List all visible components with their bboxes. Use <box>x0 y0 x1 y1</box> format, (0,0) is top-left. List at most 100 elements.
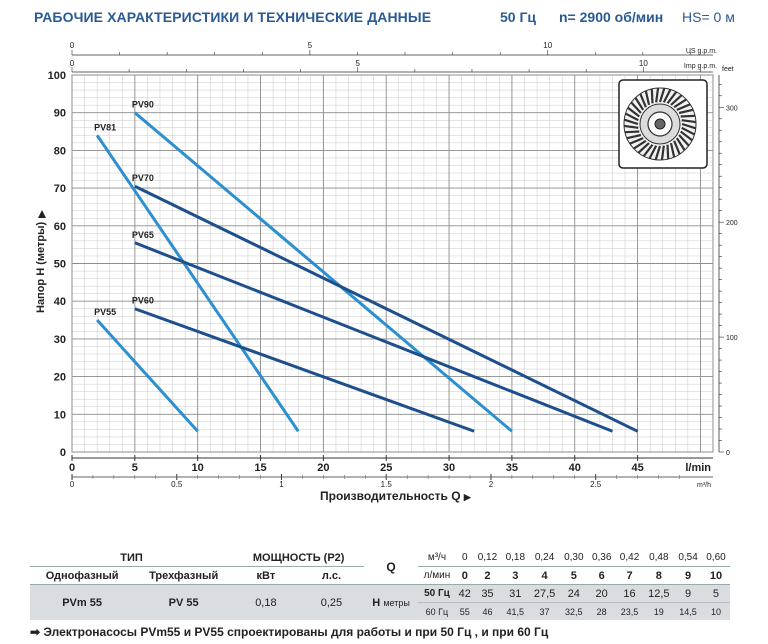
h60-cell: 55 <box>459 606 470 617</box>
q-m3-cell: 0,24 <box>529 549 560 567</box>
q-header: Q <box>364 549 418 585</box>
spec-table: ТИП МОЩНОСТЬ (P2) Q м³/ч 0 0,12 0,18 0,2… <box>30 549 730 620</box>
m3h-tick-label: 0 <box>70 480 75 489</box>
y-tick-label: 10 <box>54 409 66 421</box>
q-m3-cell: 0,60 <box>701 549 730 567</box>
y-tick-label: 20 <box>54 372 66 384</box>
impeller-vane <box>623 124 639 129</box>
y-tick-label: 30 <box>54 334 66 346</box>
h60-cell: 46 <box>482 606 493 617</box>
us-gpm-tick-label: 10 <box>543 41 552 50</box>
q-lmin-cell: 7 <box>615 566 644 585</box>
impeller-vane <box>666 144 670 160</box>
q-lmin-cell: 3 <box>501 566 530 585</box>
model-three: PV 55 <box>168 596 199 609</box>
hz60-label: 60 Гц <box>425 606 449 617</box>
impeller-vane <box>627 106 640 118</box>
impeller-vane <box>642 144 654 157</box>
impeller-vane <box>650 88 654 104</box>
h50-cell: 27,5 <box>533 587 556 600</box>
m3h-tick-label: 1.5 <box>381 480 393 489</box>
curve-label-pv81: PV81 <box>94 122 116 132</box>
impeller-vane <box>660 145 665 161</box>
footnote: ➡ Электронасосы PVm55 и PV55 спроектиров… <box>30 625 549 639</box>
curve-pv60 <box>134 307 475 433</box>
q-lmin-cell: 0 <box>455 566 474 585</box>
y-tick-label: 0 <box>60 447 66 459</box>
x-tick-label: 15 <box>254 462 266 474</box>
q-lmin-cell: 5 <box>559 566 588 585</box>
x-tick-label: 40 <box>569 462 581 474</box>
curve-pv70 <box>134 184 639 433</box>
kw-header: кВт <box>233 566 299 585</box>
speed-label: n= 2900 об/мин <box>559 9 664 25</box>
impeller-vane <box>681 122 697 130</box>
h60-cell: 28 <box>596 606 607 617</box>
frequency-label: 50 Гц <box>500 9 537 25</box>
imp-gpm-unit-label: Imp g.p.m. <box>684 63 717 70</box>
curve-pv81 <box>95 134 300 433</box>
h50-cell: 31 <box>509 587 522 600</box>
x-axis-title: Производительность Q ▶ <box>320 489 471 503</box>
q-m3-cell: 0,54 <box>674 549 702 567</box>
h50-cell: 24 <box>567 587 580 600</box>
impeller-vane <box>655 87 660 103</box>
us-gpm-unit-label: US g.p.m. <box>686 48 717 55</box>
curve-pv55 <box>96 319 199 433</box>
q-m3-cell: 0,42 <box>615 549 644 567</box>
impeller-vane <box>678 108 694 115</box>
impeller-vane <box>676 103 691 111</box>
feet-tick-label: 100 <box>726 335 738 342</box>
hp-header: л.с. <box>298 566 365 585</box>
type-header: ТИП <box>30 549 234 567</box>
q-lmin-cell: 9 <box>674 566 702 585</box>
h50-cell: 5 <box>712 587 720 600</box>
impeller-vane <box>625 112 639 122</box>
impeller-vane <box>626 133 642 140</box>
x-tick-label: 5 <box>132 462 138 474</box>
impeller-vane <box>675 137 686 151</box>
impeller-vane <box>639 93 647 108</box>
impeller-vane <box>669 142 676 158</box>
h50-cell: 9 <box>684 587 692 600</box>
single-phase-header: Однофазный <box>30 566 135 585</box>
y-tick-label: 90 <box>54 108 66 120</box>
curve-label-pv90: PV90 <box>132 100 154 110</box>
q-unit-lmin: л/мин <box>417 566 456 585</box>
x-tick-label: 20 <box>317 462 329 474</box>
x-tick-label: 30 <box>443 462 455 474</box>
y-tick-label: 60 <box>54 221 66 233</box>
x-tick-label: 10 <box>192 462 204 474</box>
y-tick-label: 40 <box>54 296 66 308</box>
curve-label-pv65: PV65 <box>132 230 154 240</box>
x-tick-label: 35 <box>506 462 518 474</box>
m3h-tick-label: 2 <box>489 480 494 489</box>
q-m3-cell: 0,30 <box>559 549 588 567</box>
x-tick-label: 0 <box>69 462 75 474</box>
feet-tick-label: 300 <box>726 105 738 112</box>
three-phase-header: Трехфазный <box>134 566 234 585</box>
q-m3-cell: 0,36 <box>587 549 616 567</box>
h60-cell: 23,5 <box>620 606 639 617</box>
x-tick-label: 25 <box>380 462 392 474</box>
impeller-vane <box>678 134 690 147</box>
feet-tick-label: 200 <box>726 220 738 227</box>
imp-gpm-tick-label: 10 <box>639 59 648 68</box>
imp-gpm-tick-label: 5 <box>355 59 360 68</box>
q-m3-cell: 0 <box>455 549 474 567</box>
q-m3-cell: 0,18 <box>501 549 530 567</box>
impeller-vane <box>680 114 696 118</box>
impeller-vane <box>623 118 639 126</box>
impeller-vane <box>630 101 642 114</box>
x-unit-label: l/min <box>685 462 711 474</box>
h50-cell: 16 <box>623 587 636 600</box>
power-header: МОЩНОСТЬ (P2) <box>233 549 365 567</box>
suction-height-label: HS= 0 м <box>682 9 735 25</box>
q-m3-cell: 0,48 <box>643 549 675 567</box>
y-axis-label: Напор H (метры) <box>35 222 47 313</box>
curve-pv65 <box>134 241 614 433</box>
impeller-image <box>618 79 708 169</box>
h60-cell: 32,5 <box>565 606 583 617</box>
